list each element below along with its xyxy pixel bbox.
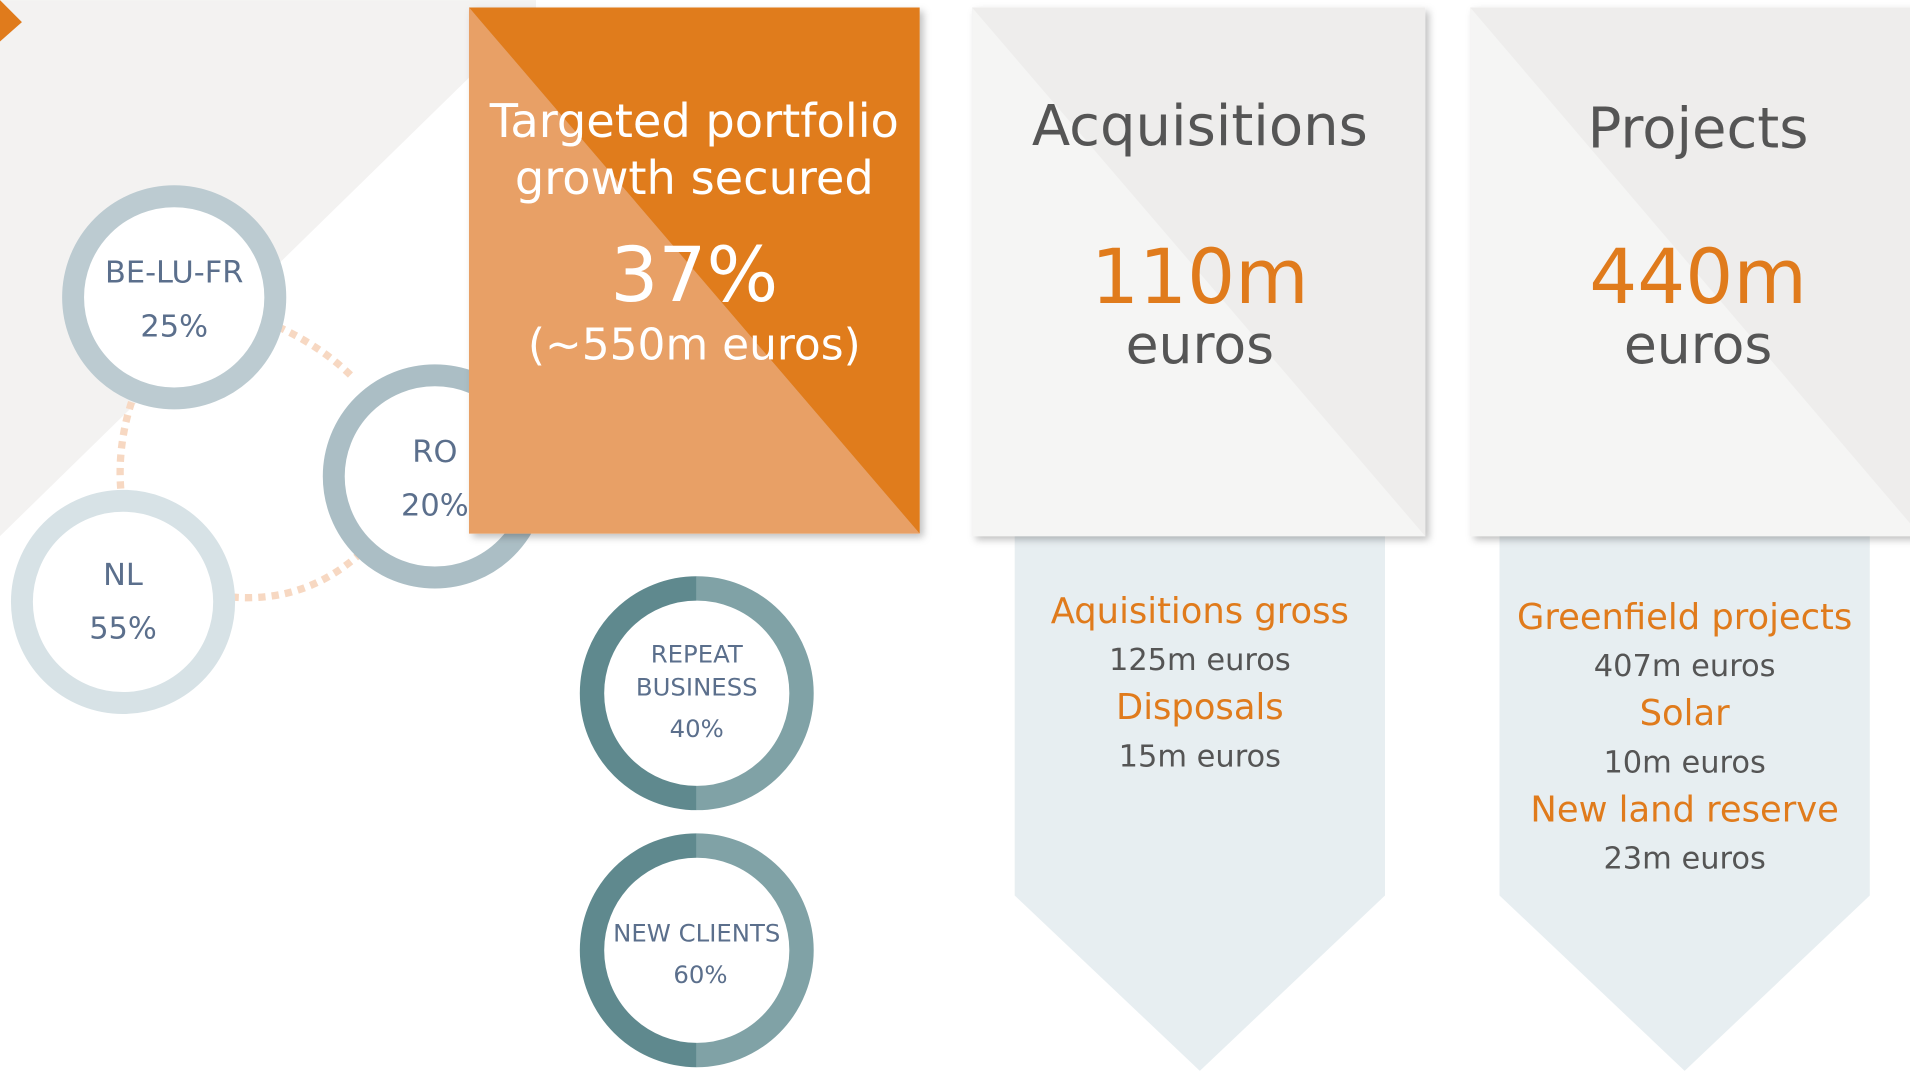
card-title: Projects	[1588, 96, 1809, 161]
client-label: BUSINESS	[636, 672, 758, 701]
portfolio-box	[468, 7, 920, 534]
region-value: 25%	[140, 309, 208, 344]
item-value: 407m euros	[1594, 649, 1776, 684]
item-value: 23m euros	[1603, 842, 1765, 877]
connectors	[116, 323, 362, 602]
card-amount: 440m	[1589, 233, 1807, 321]
client-label: REPEAT	[651, 639, 743, 668]
region-label: NL	[103, 558, 143, 593]
item-value: 125m euros	[1109, 643, 1291, 678]
client-rings	[579, 576, 814, 1068]
portfolio-value: 37%	[610, 231, 778, 319]
client-label: NEW CLIENTS	[613, 918, 780, 947]
item-label: Solar	[1640, 693, 1730, 734]
item-value: 15m euros	[1119, 739, 1281, 774]
cards	[972, 7, 1910, 1071]
card-amount: 110m	[1091, 233, 1309, 321]
client-value: 40%	[670, 714, 724, 743]
region-value: 20%	[401, 488, 469, 523]
item-label: New land reserve	[1530, 789, 1838, 830]
portfolio-title: Targeted portfolio	[489, 94, 899, 148]
card-unit: euros	[1624, 313, 1772, 376]
card-arrow	[1014, 536, 1385, 1071]
item-label: Disposals	[1116, 687, 1284, 728]
item-value: 10m euros	[1603, 745, 1765, 780]
card-unit: euros	[1126, 313, 1274, 376]
client-value: 60%	[673, 960, 727, 989]
corner-arrow	[0, 0, 22, 42]
card-arrow	[1499, 536, 1870, 1071]
card-title: Acquisitions	[1032, 94, 1368, 159]
portfolio-title: growth secured	[515, 151, 874, 205]
ring	[10, 489, 236, 714]
portfolio-detail: (~550m euros)	[528, 319, 861, 370]
region-value: 55%	[89, 611, 157, 646]
region-label: RO	[412, 435, 457, 470]
item-label: Aquisitions gross	[1051, 591, 1349, 632]
region-label: BE-LU-FR	[105, 256, 243, 291]
item-label: Greenfield projects	[1517, 597, 1852, 638]
ring	[62, 185, 287, 410]
